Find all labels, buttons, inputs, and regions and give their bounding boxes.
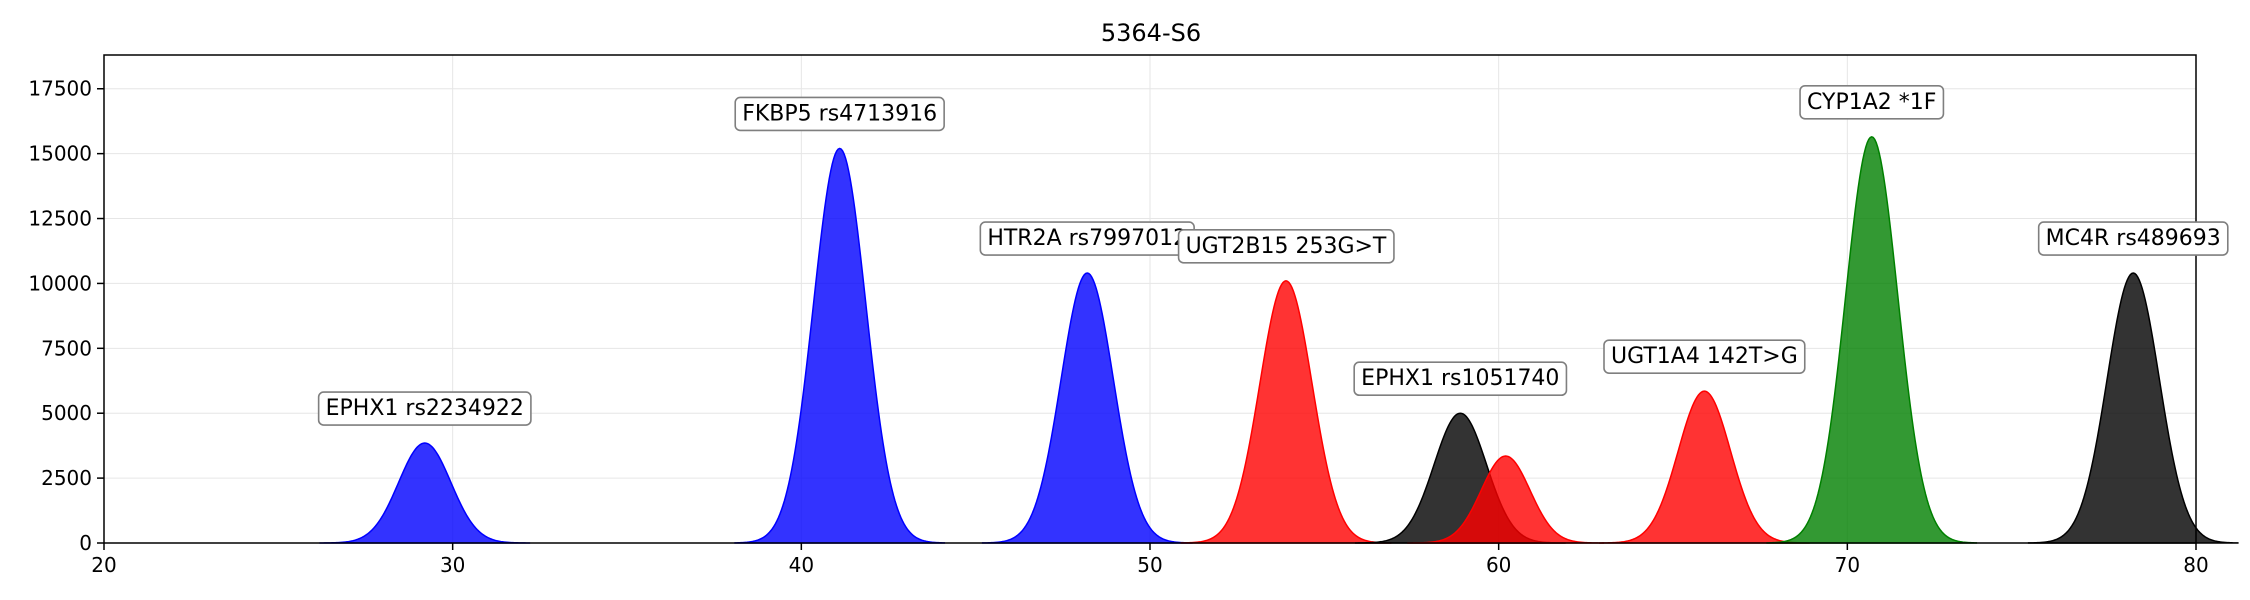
annotation-label: FKBP5 rs4713916 — [742, 101, 937, 126]
peak-annotation: EPHX1 rs2234922 — [317, 391, 532, 426]
y-tick-label: 17500 — [28, 77, 92, 101]
x-tick-label: 20 — [91, 553, 116, 577]
peak-3 — [1180, 280, 1392, 544]
chart-title: 5364-S6 — [1101, 19, 1201, 47]
peak-1 — [734, 147, 946, 544]
peak-annotation: EPHX1 rs1051740 — [1353, 361, 1568, 397]
y-tick-label: 5000 — [41, 401, 92, 425]
peak-2 — [981, 272, 1193, 544]
x-tick-label: 40 — [789, 553, 814, 577]
annotation-box — [734, 96, 945, 132]
x-tick-label: 50 — [1137, 553, 1162, 577]
annotation-label: EPHX1 rs2234922 — [326, 396, 524, 421]
peak-annotation: HTR2A rs7997012 — [979, 221, 1195, 256]
peak-5 — [1407, 455, 1605, 544]
annotation-box — [2037, 221, 2229, 256]
x-tick-label: 30 — [440, 553, 465, 577]
peak-annotation: MC4R rs489693 — [2037, 221, 2229, 256]
annotation-box — [1799, 84, 1945, 120]
annotation-box — [1177, 229, 1395, 264]
peak-annotation: FKBP5 rs4713916 — [734, 96, 945, 132]
peak-8 — [2027, 272, 2239, 544]
peak-layer — [319, 135, 2239, 544]
annotation-box — [1353, 361, 1568, 397]
axis-layer: 20 30 40 50 60 70 80 0 2500 5000 7500 10000 12500 150… — [28, 54, 2209, 577]
y-tick-label: 12500 — [28, 207, 92, 231]
annotation-label: MC4R rs489693 — [2046, 226, 2221, 251]
annotation-label: EPHX1 rs1051740 — [1361, 366, 1559, 391]
x-tick-label: 70 — [1835, 553, 1860, 577]
peak-7 — [1766, 135, 1978, 544]
annotation-label: HTR2A rs7997012 — [987, 226, 1187, 251]
peak-annotation: CYP1A2 *1F — [1799, 84, 1945, 120]
y-tick-label: 15000 — [28, 142, 92, 166]
peak-6 — [1599, 390, 1810, 544]
y-tick-label: 0 — [79, 531, 92, 555]
y-tick-label: 7500 — [41, 336, 92, 360]
x-tick-label: 80 — [2183, 553, 2208, 577]
peak-annotation: UGT1A4 142T>G — [1603, 339, 1806, 374]
x-tick-label: 60 — [1486, 553, 1511, 577]
peak-0 — [319, 442, 531, 544]
annotation-box — [1603, 339, 1806, 374]
annotation-label: CYP1A2 *1F — [1807, 90, 1936, 115]
annotation-label: UGT2B15 253G>T — [1186, 234, 1387, 259]
annotation-label: UGT1A4 142T>G — [1611, 344, 1798, 369]
annotation-layer: EPHX1 rs2234922 FKBP5 rs4713916 HTR2A rs79… — [317, 84, 2229, 426]
peak-annotation: UGT2B15 253G>T — [1177, 229, 1395, 264]
annotation-box — [317, 391, 532, 426]
y-tick-label: 2500 — [41, 466, 92, 490]
y-tick-label: 10000 — [28, 271, 92, 295]
